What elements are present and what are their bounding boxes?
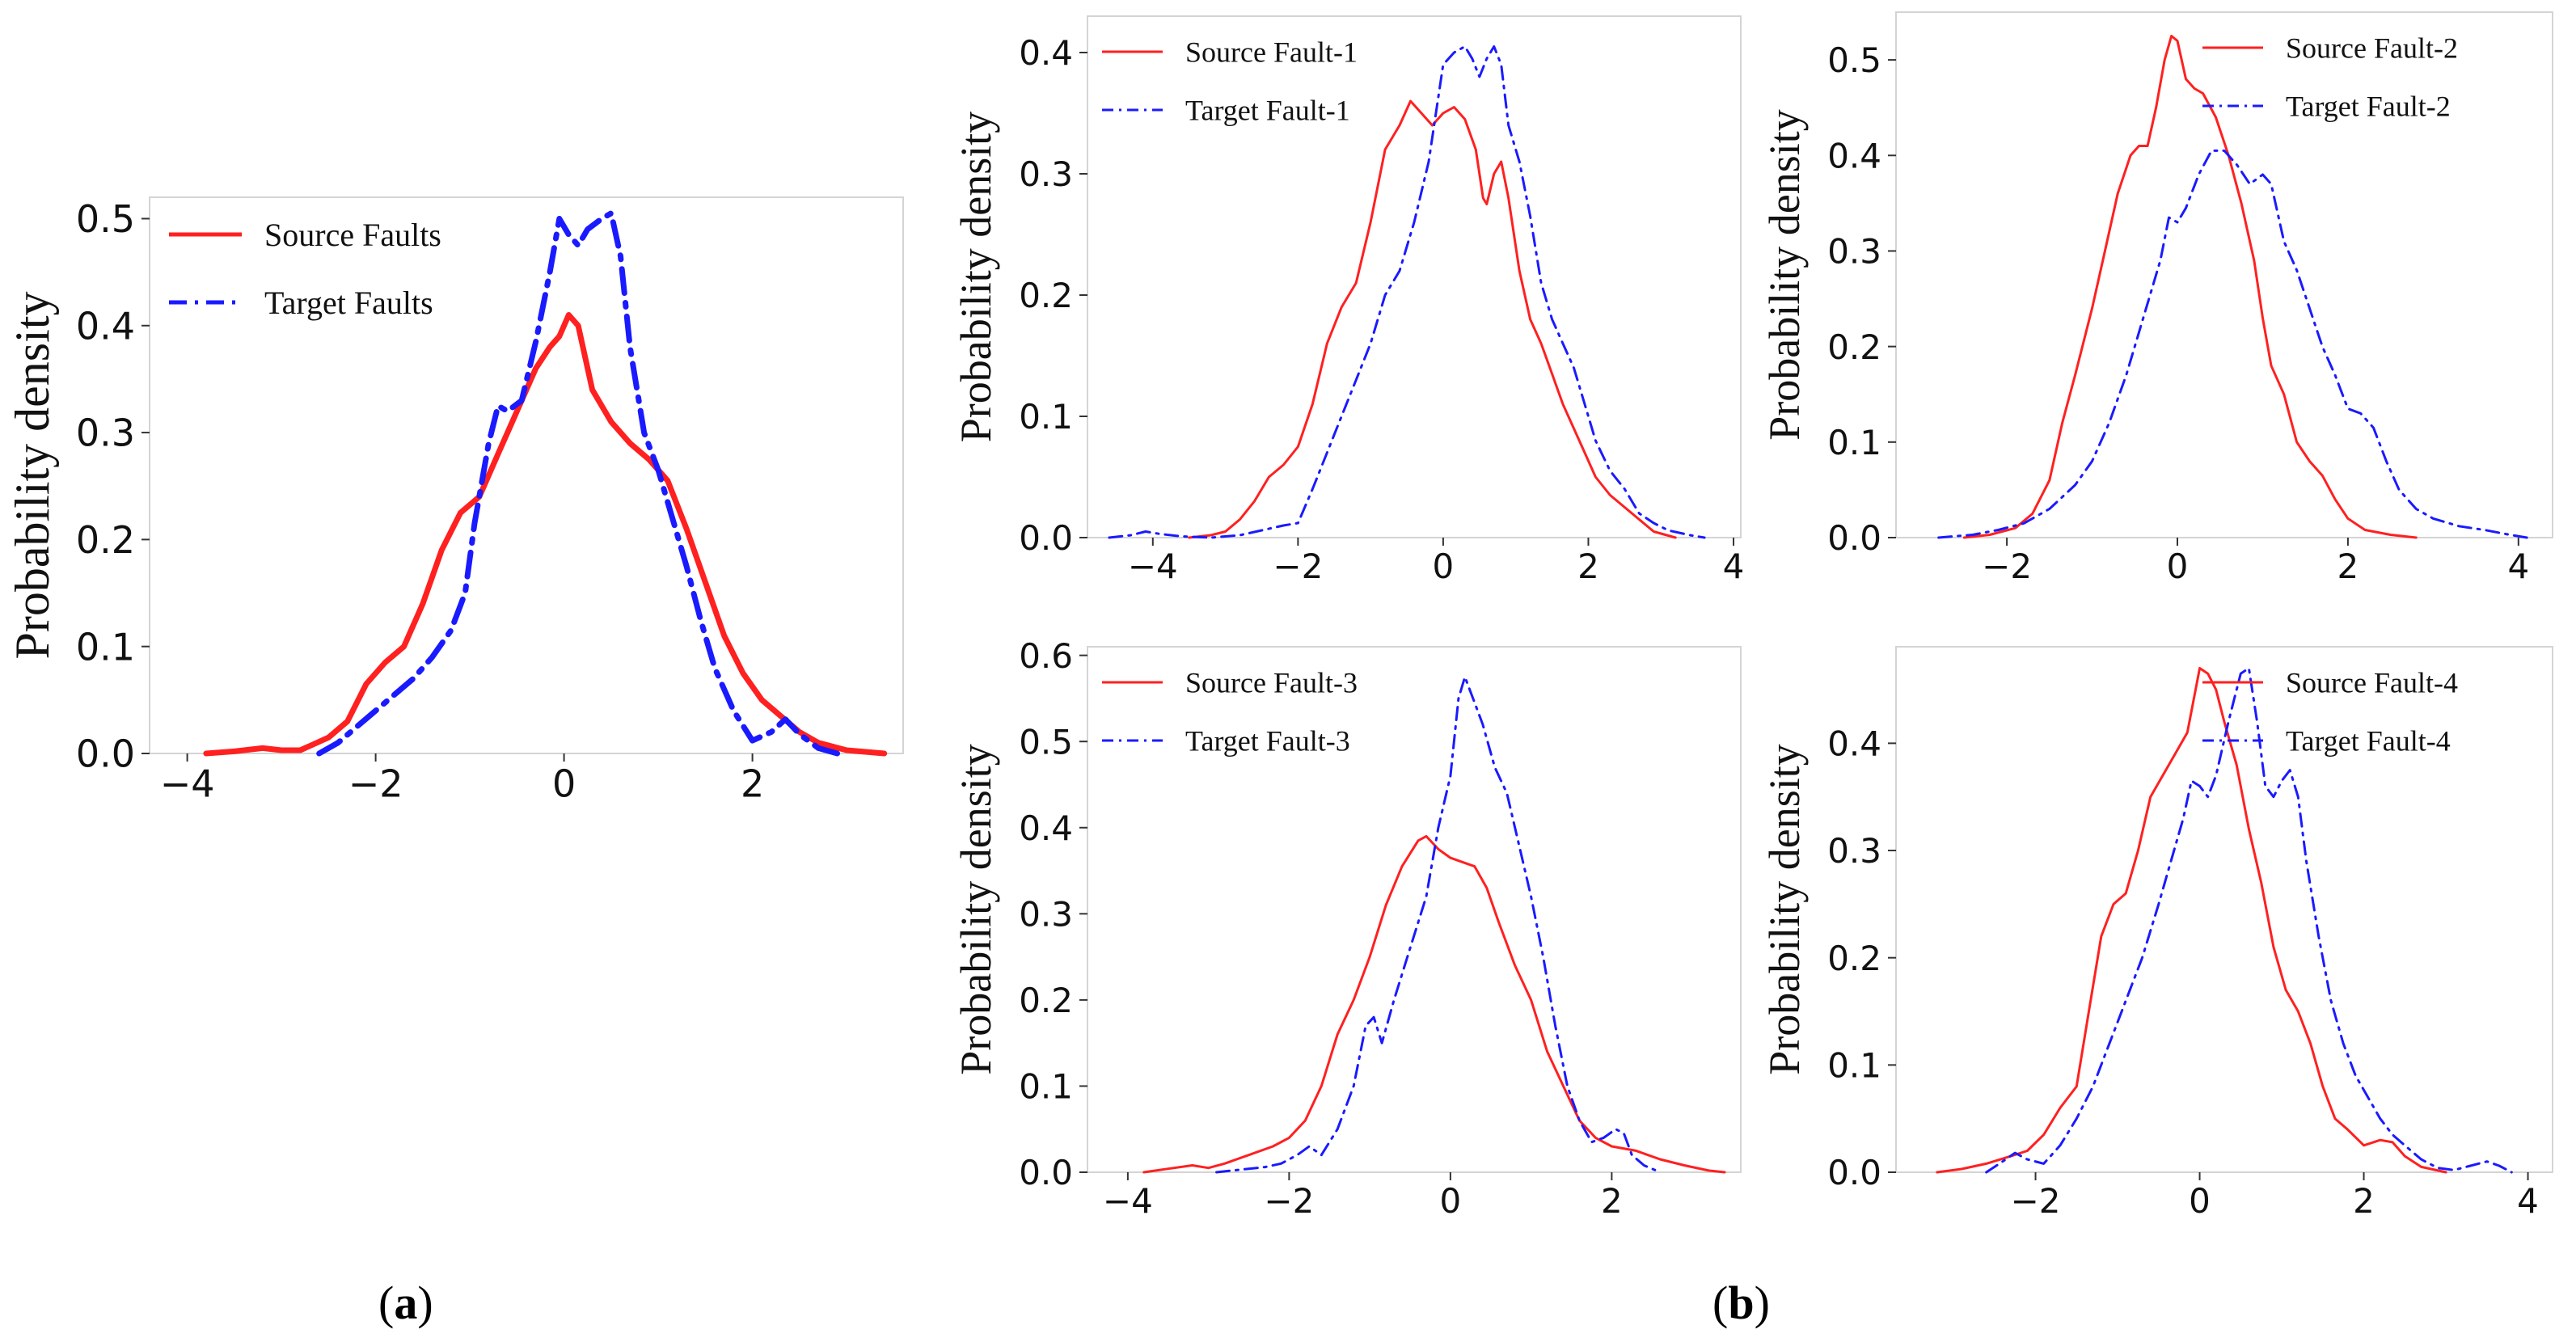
panel-b3-y-tick-label: 0.2: [1019, 981, 1073, 1020]
caption-a-letter: a: [394, 1277, 418, 1329]
panel-b3-y-tick-label: 0.6: [1019, 636, 1073, 676]
panel-b1-y-tick-label: 0.3: [1019, 154, 1073, 194]
panel-b4-x-tick-label: 0: [2189, 1181, 2211, 1221]
panel-b1: −4 −2 0 2 4 0.0 0.1 0.2 0.3 0.4 Probability densit…: [952, 15, 1745, 586]
panel-a-x-tick-label: 2: [741, 762, 764, 806]
panel-a-target-line: [316, 210, 840, 757]
panel-b2-plot-frame: [1895, 11, 2553, 538]
panel-b2-y-tick-label: 0.0: [1827, 518, 1881, 558]
panel-a-y-tick-label: 0.4: [76, 304, 135, 348]
caption-a: (a): [378, 1277, 433, 1329]
panel-b1-source-line: [1188, 99, 1677, 539]
panel-b2: −2 0 2 4 0.0 0.1 0.2 0.3 0.4 0.5 Probability densi…: [1760, 11, 2553, 586]
panel-b2-x-tick-label: −2: [1982, 547, 2032, 586]
panel-b3-y-tick-label: 0.1: [1019, 1067, 1073, 1107]
panel-b3-target-line: [1215, 675, 1662, 1174]
panel-b4-legend-target-label: Target Fault-4: [2286, 725, 2451, 758]
panel-b4-x-tick-label: 2: [2353, 1181, 2375, 1221]
panel-b4-y-tick-label: 0.0: [1827, 1153, 1881, 1192]
panel-b4-x-tick-label: −2: [2011, 1181, 2061, 1221]
panel-b2-x-tick-label: 2: [2337, 547, 2359, 586]
panel-b3-plot-frame: [1087, 646, 1742, 1173]
panel-b3-y-tick-label: 0.3: [1019, 894, 1073, 934]
panel-b3-x-tick-label: 2: [1601, 1181, 1623, 1221]
panel-b3-legend-target-label: Target Fault-3: [1185, 725, 1350, 758]
panel-a-y-tick-label: 0.1: [76, 625, 135, 669]
panel-b1-y-tick-label: 0.1: [1019, 397, 1073, 437]
panel-b2-y-tick-label: 0.1: [1827, 423, 1881, 462]
panel-b2-legend-target-label: Target Fault-2: [2286, 91, 2451, 123]
panel-a-plot-frame: [149, 196, 904, 754]
panel-a-y-axis-label: Probability density: [6, 292, 59, 660]
panel-b1-y-tick-label: 0.4: [1019, 33, 1073, 73]
panel-b3-y-tick-label: 0.0: [1019, 1153, 1073, 1192]
panel-a-y-tick-label: 0.3: [76, 411, 135, 455]
panel-b1-x-tick-label: 2: [1577, 547, 1599, 586]
panel-a-legend-target-label: Target Faults: [264, 285, 433, 321]
panel-b1-target-line: [1108, 45, 1706, 539]
panel-b3-x-tick-label: −2: [1264, 1181, 1314, 1221]
panel-b3-legend-source-label: Source Fault-3: [1185, 667, 1358, 699]
panel-b1-x-tick-label: −4: [1128, 547, 1178, 586]
panel-b2-y-tick-label: 0.3: [1827, 232, 1881, 272]
panel-b2-y-tick-label: 0.5: [1827, 40, 1881, 80]
panel-b4-legend-source-label: Source Fault-4: [2286, 667, 2458, 699]
panel-b2-target-line: [1937, 149, 2528, 539]
panel-b3-y-tick-label: 0.4: [1019, 808, 1073, 848]
panel-b4-y-tick-label: 0.1: [1827, 1045, 1881, 1085]
panel-b3-y-axis-label: Probability density: [952, 744, 1000, 1074]
panel-b3-x-tick-label: −4: [1103, 1181, 1153, 1221]
panel-a-x-tick-label: −4: [160, 762, 215, 806]
panel-b1-legend-source-label: Source Fault-1: [1185, 36, 1358, 69]
panel-b2-source-line: [1962, 35, 2418, 539]
panel-a: −4 −2 0 2 0.0 0.1 0.2 0.3 0.4 0.5 Probability dens…: [6, 196, 904, 806]
panel-a-legend-source-label: Source Faults: [264, 217, 441, 253]
panel-a-source-line: [203, 312, 888, 757]
panel-b4: −2 0 2 4 0.0 0.1 0.2 0.3 0.4 Probability density S…: [1760, 646, 2553, 1221]
panel-a-y-tick-label: 0.0: [76, 732, 135, 776]
panel-a-x-tick-label: 0: [552, 762, 576, 806]
panel-b1-y-axis-label: Probability density: [952, 112, 1000, 442]
panel-b1-y-tick-label: 0.0: [1019, 518, 1073, 558]
panel-b2-x-tick-label: 0: [2167, 547, 2189, 586]
panel-b4-y-tick-label: 0.2: [1827, 939, 1881, 978]
panel-b2-y-axis-label: Probability density: [1760, 109, 1809, 440]
panel-b2-legend-source-label: Source Fault-2: [2286, 32, 2458, 65]
panel-b1-x-tick-label: 4: [1723, 547, 1745, 586]
panel-b3-source-line: [1142, 834, 1726, 1174]
panel-b2-y-tick-label: 0.2: [1827, 327, 1881, 367]
panel-b3-x-tick-label: 0: [1440, 1181, 1462, 1221]
panel-b3: −4 −2 0 2 0.0 0.1 0.2 0.3 0.4 0.5 0.6 Probability d…: [952, 636, 1742, 1221]
panel-b3-y-tick-label: 0.5: [1019, 722, 1073, 762]
panel-b4-y-tick-label: 0.3: [1827, 831, 1881, 871]
panel-b1-y-tick-label: 0.2: [1019, 276, 1073, 315]
panel-b1-x-tick-label: 0: [1433, 547, 1455, 586]
panel-b4-x-tick-label: 4: [2517, 1181, 2539, 1221]
panel-b4-y-tick-label: 0.4: [1827, 724, 1881, 764]
panel-b1-legend-target-label: Target Fault-1: [1185, 95, 1350, 127]
caption-b-letter: b: [1728, 1277, 1755, 1329]
panel-b2-x-tick-label: 4: [2507, 547, 2529, 586]
panel-a-y-tick-label: 0.2: [76, 518, 135, 562]
panel-b2-y-tick-label: 0.4: [1827, 136, 1881, 175]
panel-a-x-tick-label: −2: [348, 762, 403, 806]
panel-a-y-tick-label: 0.5: [76, 197, 135, 241]
panel-b4-source-line: [1936, 667, 2447, 1174]
panel-b1-x-tick-label: −2: [1273, 547, 1323, 586]
caption-b: (b): [1712, 1277, 1770, 1329]
panel-b1-plot-frame: [1087, 15, 1742, 538]
panel-b4-y-axis-label: Probability density: [1760, 744, 1809, 1074]
